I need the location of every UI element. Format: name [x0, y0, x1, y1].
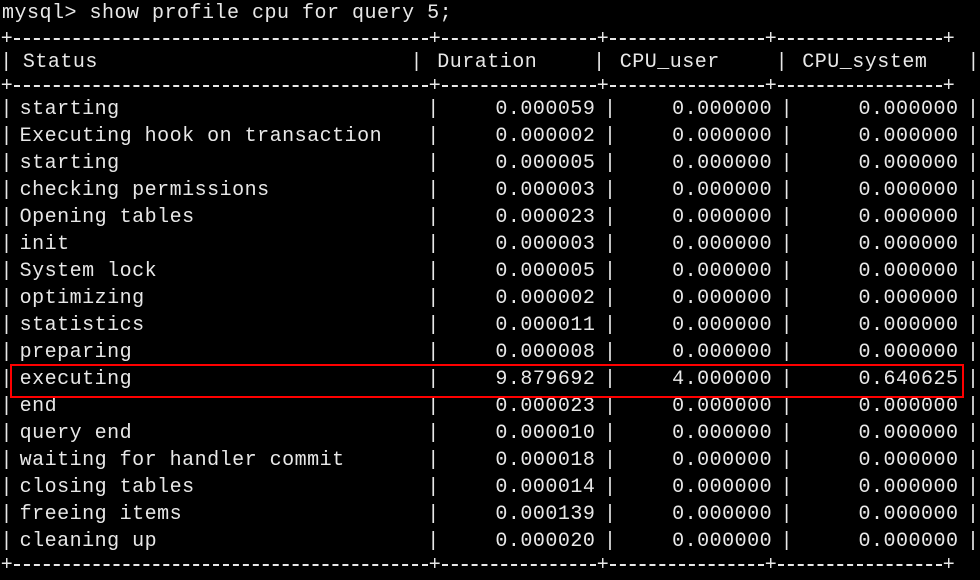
- cell-duration: 0.000002: [440, 285, 603, 312]
- cell-duration: 0.000014: [440, 474, 603, 501]
- cell-cpu-system: 0.000000: [794, 177, 967, 204]
- cell-status: preparing: [14, 339, 427, 366]
- table-border-bottom: + + + + +: [0, 555, 980, 575]
- table-header: | Status | Duration | CPU_user | CPU_sys…: [0, 49, 980, 76]
- table-row: |Opening tables|0.000023|0.000000|0.0000…: [0, 204, 980, 231]
- cell-status: statistics: [14, 312, 427, 339]
- cell-cpu-system: 0.000000: [794, 501, 967, 528]
- cell-cpu-system: 0.000000: [794, 231, 967, 258]
- cell-cpu-user: 0.000000: [617, 474, 780, 501]
- cell-cpu-user: 0.000000: [617, 150, 780, 177]
- cell-duration: 0.000023: [440, 204, 603, 231]
- table-row: |freeing items|0.000139|0.000000|0.00000…: [0, 501, 980, 528]
- cell-duration: 9.879692: [440, 366, 603, 393]
- table-row: |Executing hook on transaction|0.000002|…: [0, 123, 980, 150]
- col-header-cpu-system: CPU_system: [788, 49, 967, 76]
- cell-cpu-system: 0.000000: [794, 420, 967, 447]
- cell-cpu-user: 0.000000: [617, 339, 780, 366]
- table-border-top: + + + + +: [0, 29, 980, 49]
- cell-cpu-user: 0.000000: [617, 177, 780, 204]
- cell-duration: 0.000003: [440, 231, 603, 258]
- table-border-mid: + + + + +: [0, 76, 980, 96]
- cell-status: starting: [14, 96, 427, 123]
- col-header-cpu-user: CPU_user: [606, 49, 776, 76]
- cell-cpu-system: 0.000000: [794, 96, 967, 123]
- cell-duration: 0.000011: [440, 312, 603, 339]
- cell-duration: 0.000005: [440, 150, 603, 177]
- cell-duration: 0.000018: [440, 447, 603, 474]
- prompt-line: mysql> show profile cpu for query 5;: [0, 0, 980, 29]
- col-header-status: Status: [13, 49, 410, 76]
- cell-cpu-user: 0.000000: [617, 96, 780, 123]
- cell-status: closing tables: [14, 474, 427, 501]
- table-row: |query end|0.000010|0.000000|0.000000|: [0, 420, 980, 447]
- cell-cpu-system: 0.000000: [794, 312, 967, 339]
- col-header-duration: Duration: [423, 49, 593, 76]
- table-row: |init|0.000003|0.000000|0.000000|: [0, 231, 980, 258]
- cell-duration: 0.000139: [440, 501, 603, 528]
- cell-cpu-user: 0.000000: [617, 258, 780, 285]
- cell-cpu-system: 0.000000: [794, 447, 967, 474]
- cell-status: freeing items: [14, 501, 427, 528]
- cell-cpu-system: 0.000000: [794, 528, 967, 555]
- cell-cpu-system: 0.000000: [794, 123, 967, 150]
- cell-status: init: [14, 231, 427, 258]
- table-row: |preparing|0.000008|0.000000|0.000000|: [0, 339, 980, 366]
- cell-cpu-user: 0.000000: [617, 285, 780, 312]
- cell-status: System lock: [14, 258, 427, 285]
- cell-duration: 0.000002: [440, 123, 603, 150]
- cell-cpu-system: 0.000000: [794, 393, 967, 420]
- cell-status: end: [14, 393, 427, 420]
- table-row: |waiting for handler commit|0.000018|0.0…: [0, 447, 980, 474]
- cell-cpu-user: 0.000000: [617, 312, 780, 339]
- cell-duration: 0.000010: [440, 420, 603, 447]
- table-row: |executing|9.879692|4.000000|0.640625|: [0, 366, 980, 393]
- cell-cpu-user: 0.000000: [617, 123, 780, 150]
- cell-cpu-user: 0.000000: [617, 393, 780, 420]
- cell-duration: 0.000059: [440, 96, 603, 123]
- cell-status: checking permissions: [14, 177, 427, 204]
- cell-cpu-user: 0.000000: [617, 447, 780, 474]
- table-row: |closing tables|0.000014|0.000000|0.0000…: [0, 474, 980, 501]
- cell-cpu-user: 0.000000: [617, 501, 780, 528]
- table-row: |cleaning up|0.000020|0.000000|0.000000|: [0, 528, 980, 555]
- cell-duration: 0.000005: [440, 258, 603, 285]
- cell-status: query end: [14, 420, 427, 447]
- cell-status: waiting for handler commit: [14, 447, 427, 474]
- cell-status: executing: [14, 366, 427, 393]
- table-row: |optimizing|0.000002|0.000000|0.000000|: [0, 285, 980, 312]
- cell-cpu-system: 0.000000: [794, 339, 967, 366]
- table-row: |checking permissions|0.000003|0.000000|…: [0, 177, 980, 204]
- cell-cpu-system: 0.640625: [794, 366, 967, 393]
- cell-cpu-system: 0.000000: [794, 150, 967, 177]
- cell-cpu-user: 0.000000: [617, 231, 780, 258]
- table-row: |starting|0.000059|0.000000|0.000000|: [0, 96, 980, 123]
- cell-cpu-system: 0.000000: [794, 474, 967, 501]
- cell-cpu-user: 0.000000: [617, 420, 780, 447]
- cell-duration: 0.000020: [440, 528, 603, 555]
- cell-cpu-system: 0.000000: [794, 285, 967, 312]
- table-row: |System lock|0.000005|0.000000|0.000000|: [0, 258, 980, 285]
- cell-duration: 0.000023: [440, 393, 603, 420]
- cell-cpu-system: 0.000000: [794, 204, 967, 231]
- cell-cpu-system: 0.000000: [794, 258, 967, 285]
- cell-cpu-user: 0.000000: [617, 204, 780, 231]
- table-body: |starting|0.000059|0.000000|0.000000||Ex…: [0, 96, 980, 555]
- cell-status: optimizing: [14, 285, 427, 312]
- cell-duration: 0.000003: [440, 177, 603, 204]
- table-row: |starting|0.000005|0.000000|0.000000|: [0, 150, 980, 177]
- cell-duration: 0.000008: [440, 339, 603, 366]
- table-row: |end|0.000023|0.000000|0.000000|: [0, 393, 980, 420]
- cell-status: Executing hook on transaction: [14, 123, 427, 150]
- cell-cpu-user: 4.000000: [617, 366, 780, 393]
- cell-status: Opening tables: [14, 204, 427, 231]
- table-row: |statistics|0.000011|0.000000|0.000000|: [0, 312, 980, 339]
- cell-status: cleaning up: [14, 528, 427, 555]
- cell-status: starting: [14, 150, 427, 177]
- cell-cpu-user: 0.000000: [617, 528, 780, 555]
- terminal-output: mysql> show profile cpu for query 5; + +…: [0, 0, 980, 575]
